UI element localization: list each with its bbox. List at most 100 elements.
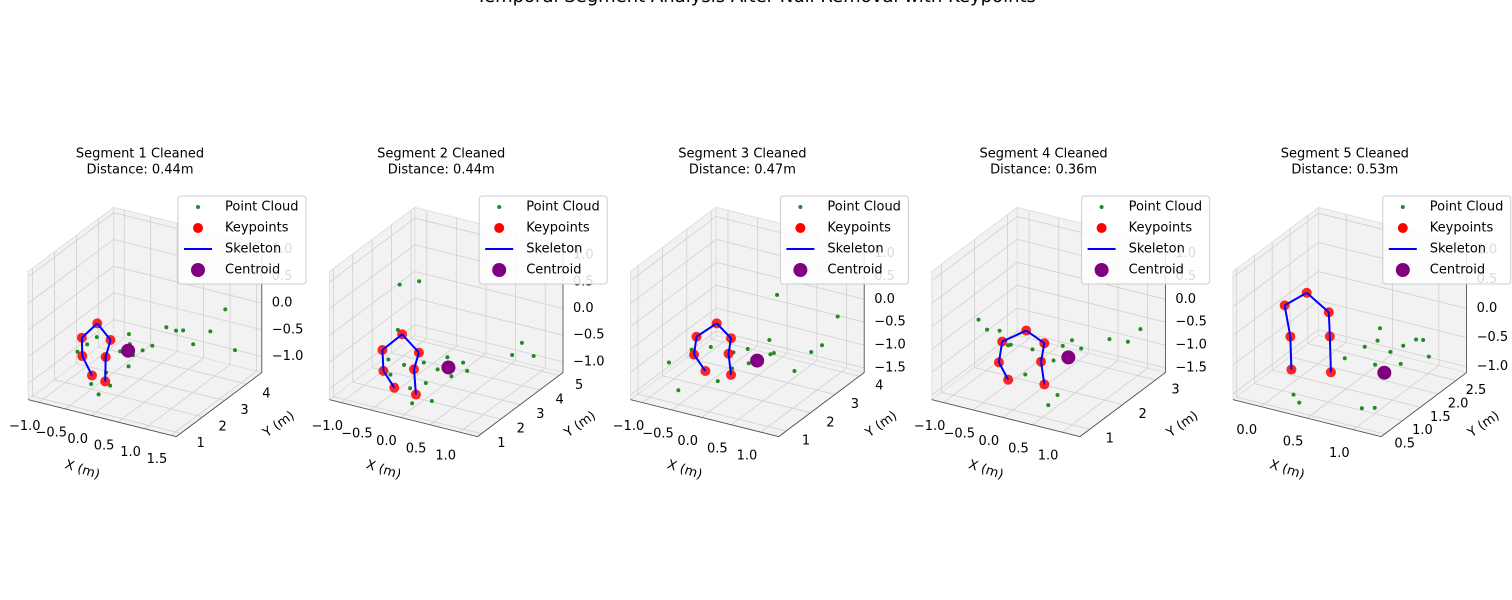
cloud-point bbox=[208, 329, 213, 334]
grid-line bbox=[410, 338, 560, 376]
centroid bbox=[1061, 350, 1076, 365]
y-tick-label: 3 bbox=[851, 397, 859, 412]
cloud-point bbox=[417, 279, 422, 284]
cloud-point bbox=[126, 364, 131, 369]
grid-line bbox=[1307, 343, 1457, 381]
y-tick-label: 2 bbox=[517, 422, 525, 437]
x-tick-label: 0.5 bbox=[406, 441, 427, 456]
skeleton-segment bbox=[1025, 329, 1045, 345]
x-tick-label: −1.0 bbox=[311, 419, 343, 434]
grid-line bbox=[414, 297, 564, 336]
grid-line bbox=[686, 357, 835, 395]
x-tick-label: 1.5 bbox=[147, 452, 168, 467]
skeleton-segment bbox=[727, 338, 732, 354]
axis-line bbox=[630, 399, 779, 438]
grid-line bbox=[1260, 342, 1347, 407]
cloud-point bbox=[985, 327, 990, 332]
skeleton-segment bbox=[401, 333, 420, 354]
grid-line bbox=[170, 370, 257, 436]
grid-line bbox=[716, 307, 865, 346]
y-tick-label: 2 bbox=[218, 419, 226, 434]
z-tick-label: −1.0 bbox=[1477, 359, 1509, 374]
grid-line bbox=[671, 345, 758, 411]
z-tick-label: −1.0 bbox=[272, 349, 304, 364]
axis-line bbox=[1079, 372, 1166, 437]
z-tick-label: 0.0 bbox=[272, 296, 293, 311]
grid-line bbox=[1318, 329, 1467, 368]
cloud-point bbox=[1069, 338, 1074, 343]
cloud-point bbox=[164, 325, 169, 330]
grid-line bbox=[1017, 330, 1166, 369]
cloud-point bbox=[997, 328, 1002, 333]
cloud-point bbox=[181, 328, 186, 333]
legend-box bbox=[478, 195, 608, 285]
legend-label: Skeleton bbox=[1129, 242, 1185, 257]
subplot-title: Segment 2 Cleaned bbox=[377, 147, 505, 162]
z-tick-label: −1.0 bbox=[874, 338, 906, 353]
legend-label: Point Cloud bbox=[225, 200, 299, 215]
x-tick-label: 1.0 bbox=[435, 449, 456, 464]
legend-swatch bbox=[191, 263, 205, 277]
cloud-point bbox=[775, 292, 780, 297]
centroid bbox=[441, 360, 456, 375]
skeleton-segment bbox=[1306, 292, 1330, 313]
skeleton-segment bbox=[727, 353, 732, 375]
grid-line bbox=[931, 284, 1018, 350]
legend-box bbox=[779, 195, 909, 285]
legend-swatch bbox=[1395, 263, 1410, 277]
y-tick-label: 2.5 bbox=[1466, 383, 1487, 398]
x-tick-label: −1.0 bbox=[9, 419, 41, 434]
x-tick-label: 0.5 bbox=[707, 441, 728, 456]
z-tick-label: 0.0 bbox=[874, 292, 895, 307]
grid-line bbox=[27, 292, 114, 358]
centroid bbox=[750, 353, 765, 368]
z-tick-label: 0.0 bbox=[1175, 292, 1196, 307]
cloud-point bbox=[1342, 356, 1347, 361]
grid-line bbox=[32, 395, 181, 434]
legend-swatch bbox=[795, 223, 806, 233]
skeleton-segment bbox=[1001, 329, 1027, 343]
cloud-point bbox=[126, 332, 131, 337]
cloud-point bbox=[1023, 372, 1028, 377]
legend-label: Skeleton bbox=[1430, 242, 1486, 257]
legend-swatch bbox=[1397, 223, 1408, 233]
cloud-point bbox=[1079, 346, 1084, 351]
cloud-point bbox=[1426, 354, 1431, 359]
cloud-point bbox=[1378, 326, 1383, 331]
cloud-point bbox=[435, 367, 440, 372]
subplot-subtitle: Distance: 0.53m bbox=[1291, 163, 1398, 178]
grid-line bbox=[329, 271, 416, 336]
skeleton-segment bbox=[693, 354, 707, 372]
grid-line bbox=[1232, 271, 1319, 336]
y-tick-label: 1 bbox=[802, 434, 810, 449]
y-tick-label: 2 bbox=[1139, 407, 1147, 422]
cloud-point bbox=[676, 388, 681, 393]
y-tick-label: 0.5 bbox=[1394, 436, 1415, 451]
axis-line bbox=[1232, 399, 1382, 438]
legend-box bbox=[1382, 195, 1512, 285]
y-tick-label: 1.5 bbox=[1430, 410, 1451, 425]
skeleton-segment bbox=[998, 361, 1010, 381]
skeleton-segment bbox=[81, 355, 93, 376]
grid-line bbox=[637, 393, 787, 432]
z-tick-label: 0.0 bbox=[1477, 301, 1498, 316]
legend-swatch bbox=[494, 223, 505, 233]
cloud-point bbox=[386, 357, 391, 362]
legend-label: Point Cloud bbox=[1129, 200, 1203, 215]
x-tick-label: 1.0 bbox=[120, 445, 141, 460]
grid-line bbox=[931, 261, 1018, 327]
grid-line bbox=[1232, 300, 1319, 365]
grid-line bbox=[630, 261, 717, 327]
cloud-point bbox=[150, 343, 155, 348]
cloud-point bbox=[408, 386, 413, 391]
x-tick-label: −0.5 bbox=[35, 425, 67, 440]
cloud-point bbox=[1055, 393, 1060, 398]
grid-line bbox=[414, 324, 564, 363]
cloud-point bbox=[666, 360, 671, 365]
cloud-point bbox=[1051, 358, 1056, 363]
legend-label: Centroid bbox=[225, 263, 280, 278]
legend-swatch bbox=[793, 263, 808, 277]
grid-line bbox=[1017, 284, 1166, 323]
